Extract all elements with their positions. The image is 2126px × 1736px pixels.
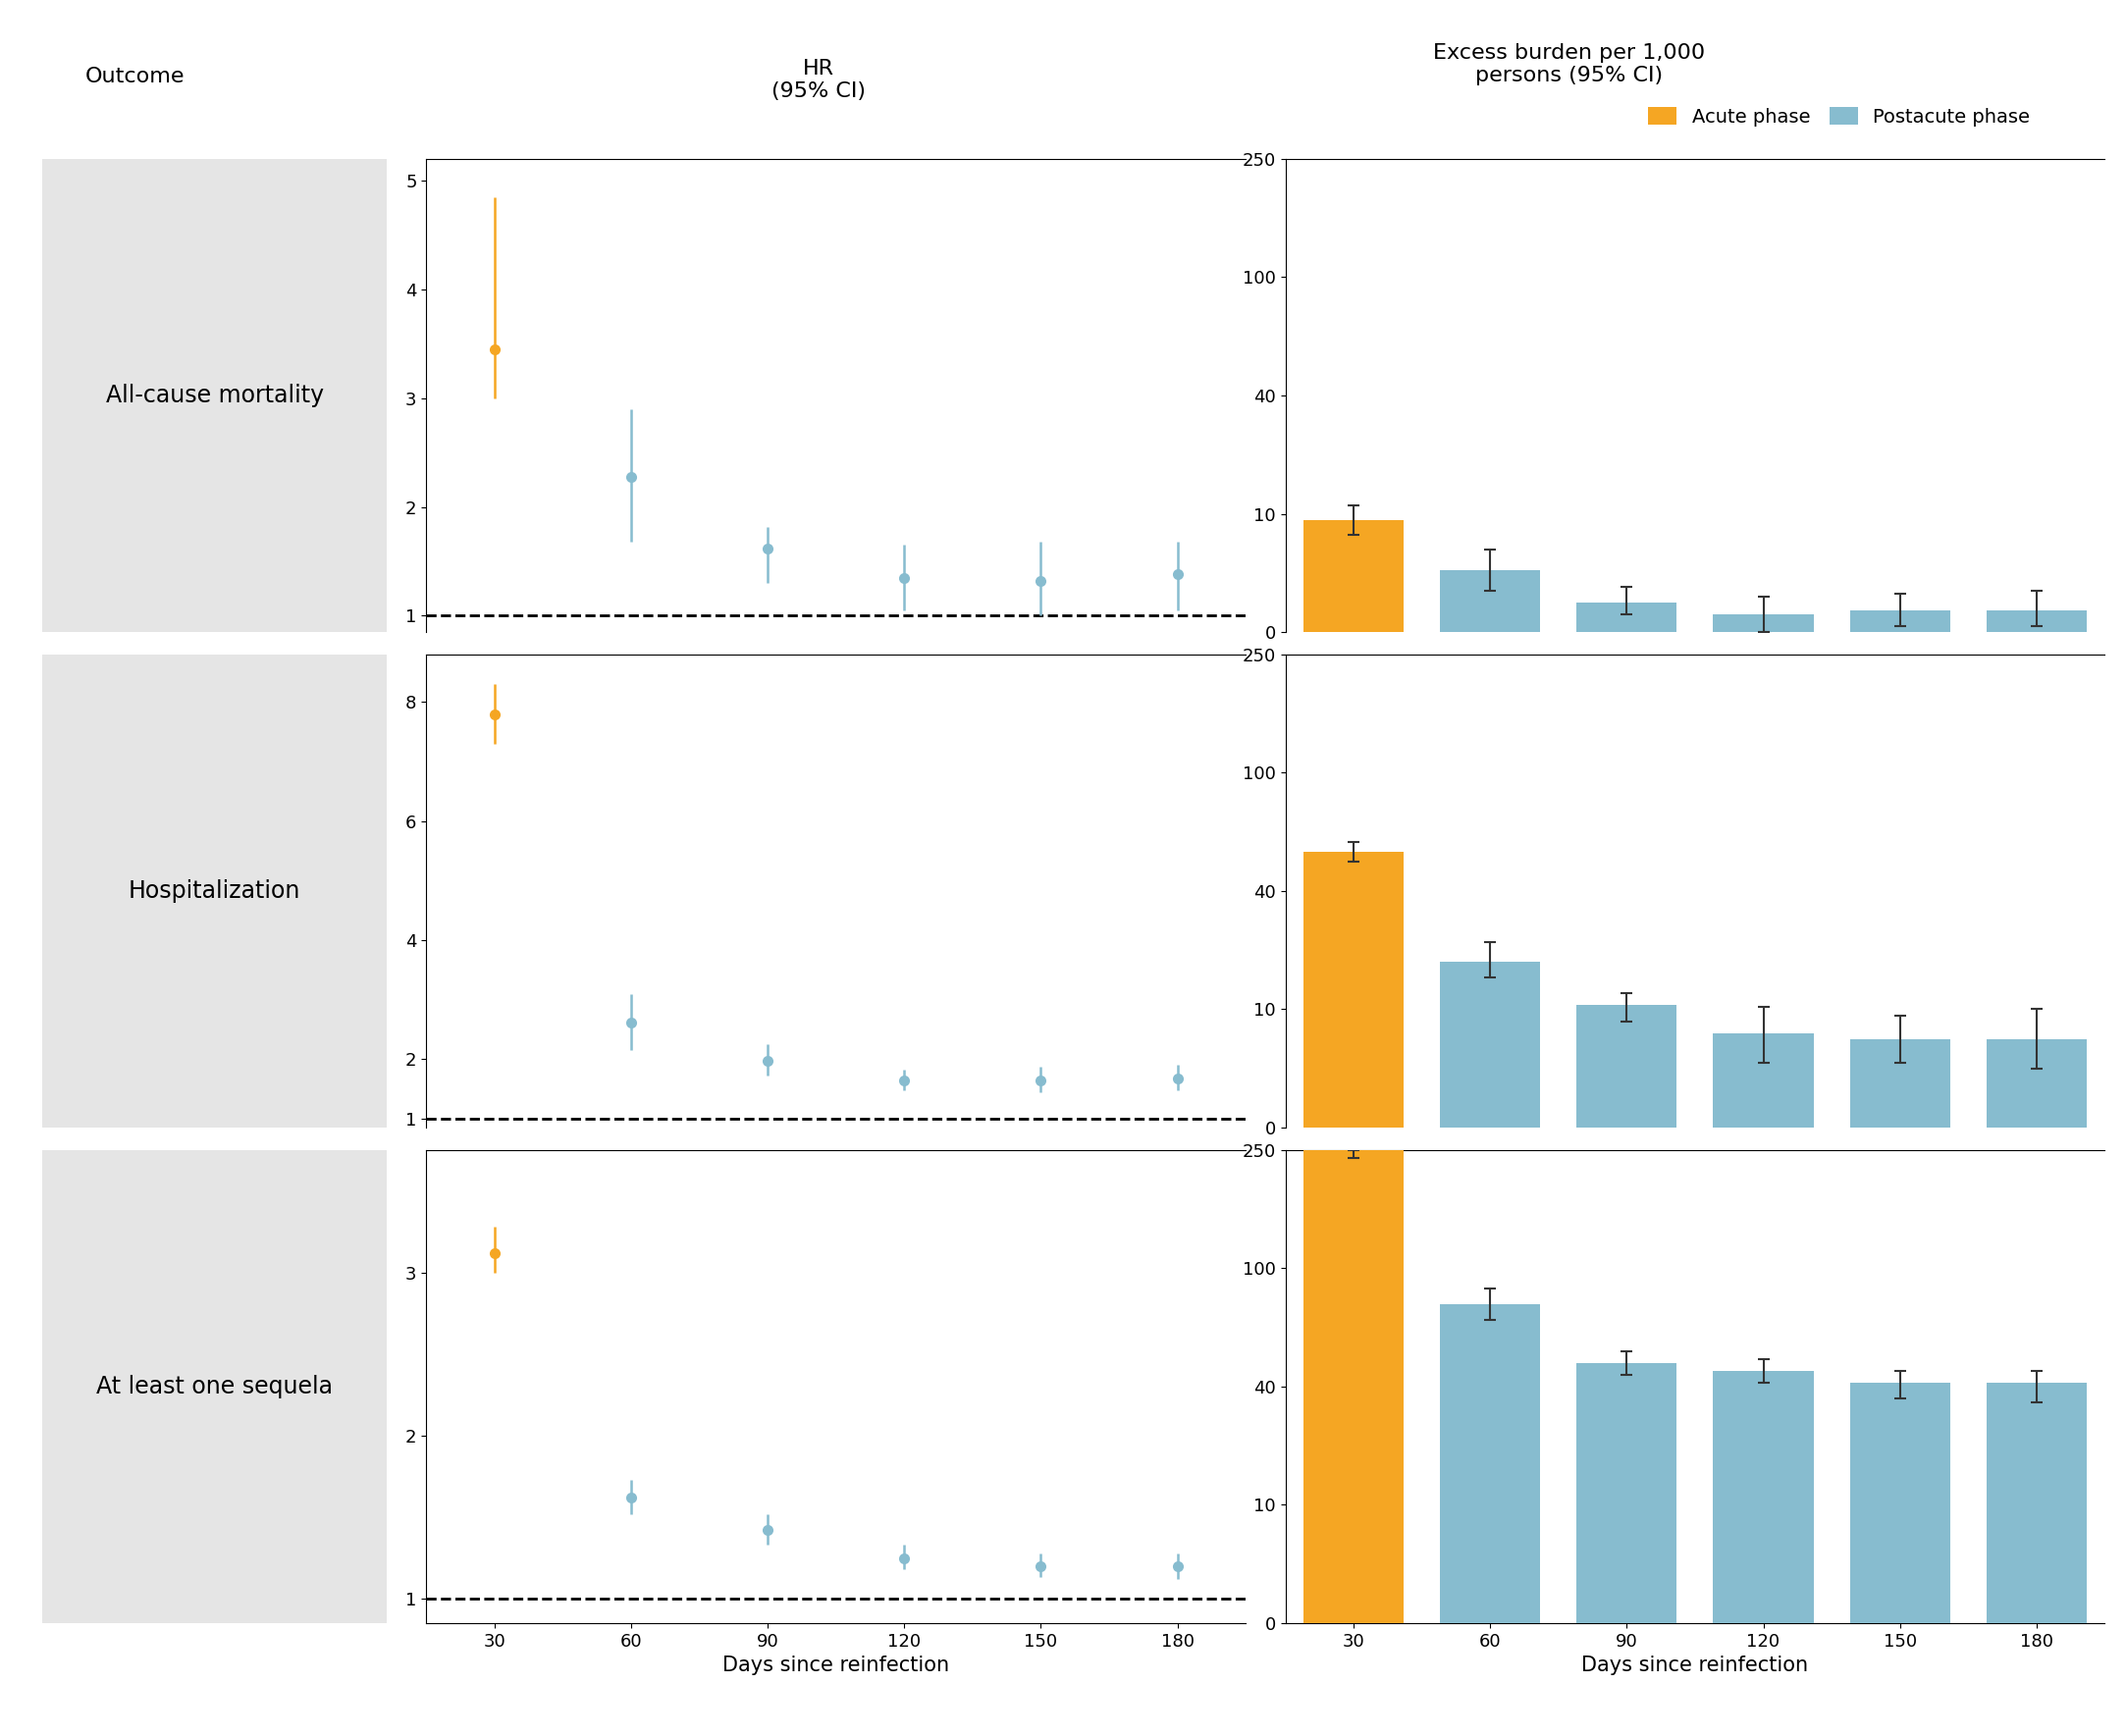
Bar (1577, 1363, 1677, 1623)
X-axis label: Days since reinfection: Days since reinfection (723, 1656, 950, 1675)
Bar (1986, 1382, 2086, 1623)
Text: HR
(95% CI): HR (95% CI) (772, 59, 865, 101)
Bar (1986, 1038, 2086, 1128)
Text: Hospitalization: Hospitalization (128, 878, 300, 903)
Text: All-cause mortality: All-cause mortality (106, 384, 323, 408)
Bar (1850, 1038, 1950, 1128)
Bar (1303, 1149, 1403, 1623)
Bar (1303, 852, 1403, 1128)
Text: Excess burden per 1,000
persons (95% CI): Excess burden per 1,000 persons (95% CI) (1433, 43, 1705, 85)
Bar (1714, 1371, 1813, 1623)
Bar (1439, 571, 1539, 632)
Bar (1439, 1304, 1539, 1623)
Text: At least one sequela: At least one sequela (96, 1375, 334, 1399)
Bar (1577, 602, 1677, 632)
Text: Outcome: Outcome (85, 66, 185, 87)
Bar (1714, 1033, 1813, 1128)
Bar (1577, 1005, 1677, 1128)
X-axis label: Days since reinfection: Days since reinfection (1582, 1656, 1809, 1675)
Legend: Acute phase, Postacute phase: Acute phase, Postacute phase (1641, 99, 2037, 134)
Bar (1303, 519, 1403, 632)
Bar (1850, 1382, 1950, 1623)
Bar (1439, 962, 1539, 1128)
Bar (1986, 611, 2086, 632)
Bar (1714, 615, 1813, 632)
Bar (1850, 611, 1950, 632)
